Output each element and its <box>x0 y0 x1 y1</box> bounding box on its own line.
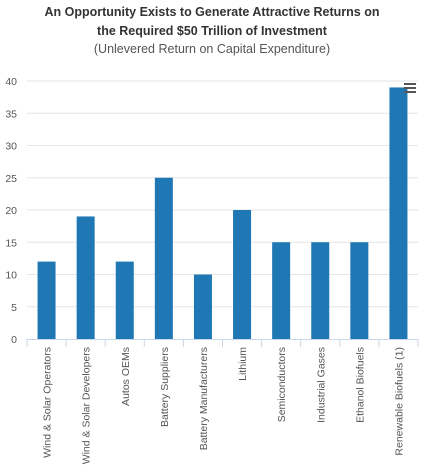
y-tick-label: 25 <box>5 173 17 185</box>
chart-title-line-2: the Required $50 Trillion of Investment <box>97 24 327 38</box>
y-tick-label: 20 <box>5 205 17 217</box>
x-tick-label: Semiconductors <box>276 347 288 422</box>
y-tick-label: 35 <box>5 108 17 120</box>
bar-6[interactable]: Semiconductors: 15 <box>272 242 291 339</box>
chart-title-line-1: An Opportunity Exists to Generate Attrac… <box>44 5 380 19</box>
x-tick-label: Industrial Gases <box>315 347 327 423</box>
y-tick-label: 5 <box>11 302 17 314</box>
bar-8[interactable]: Ethanol Biofuels: 15 <box>350 242 369 339</box>
x-tick-label: Battery Suppliers <box>159 347 171 427</box>
y-tick-label: 0 <box>11 334 17 346</box>
axis-layer <box>26 339 419 347</box>
chart-menu-button[interactable] <box>400 80 420 96</box>
x-tick-label: Wind & Solar Operators <box>42 347 54 458</box>
bar-1[interactable]: Wind & Solar Developers: 19 <box>76 216 95 339</box>
x-tick-label: Autos OEMs <box>120 347 132 406</box>
label-layer: 0 5 10 15 20 25 30 35 40 Wind & Solar Operators Wi… <box>5 76 405 464</box>
y-tick-label: 30 <box>5 141 17 153</box>
bar-0[interactable]: Wind & Solar Operators: 12 <box>37 261 56 339</box>
x-tick-label: Lithium <box>237 347 249 381</box>
bar-9[interactable]: Renewable Biofuels (1): 39 <box>389 87 408 339</box>
chart-subtitle: (Unlevered Return on Capital Expenditure… <box>93 42 331 56</box>
bar-layer: Wind & Solar Operators: 12 Wind & Solar D… <box>37 87 408 340</box>
bar-2[interactable]: Autos OEMs: 12 <box>115 261 134 339</box>
x-tick-label: Ethanol Biofuels <box>354 347 366 423</box>
y-tick-label: 40 <box>5 76 17 88</box>
bar-7[interactable]: Industrial Gases: 15 <box>311 242 330 339</box>
x-tick-label: Wind & Solar Developers <box>81 347 93 464</box>
bar-5[interactable]: Lithium: 20 <box>233 210 252 339</box>
x-tick-label: Battery Manufacturers <box>198 347 210 450</box>
y-tick-label: 10 <box>5 270 17 282</box>
y-tick-label: 15 <box>5 237 17 249</box>
x-tick-label: Renewable Biofuels (1) <box>393 347 405 456</box>
bar-3[interactable]: Battery Suppliers: 25 <box>154 177 173 339</box>
bar-4[interactable]: Battery Manufacturers: 10 <box>193 274 212 340</box>
